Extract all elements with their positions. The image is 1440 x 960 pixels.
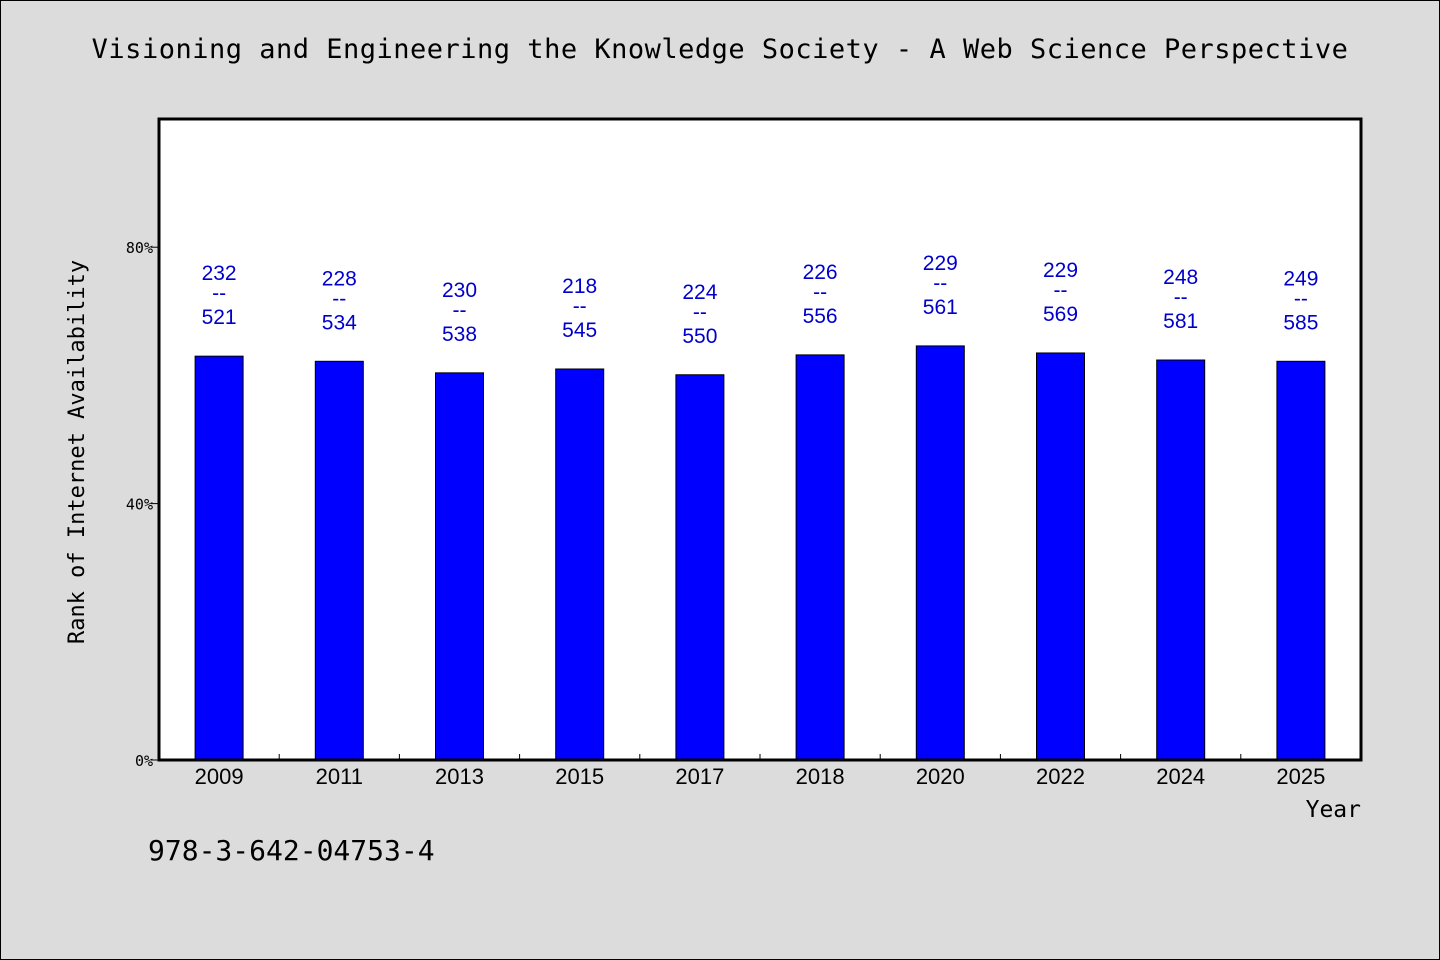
x-tick-label: 2009 (195, 764, 244, 789)
x-tick-label: 2020 (916, 764, 965, 789)
x-tick-label: 2013 (435, 764, 484, 789)
y-tick-label: 0% (135, 752, 153, 770)
bar-label-bottom: 556 (803, 305, 838, 328)
x-tick-label: 2024 (1156, 764, 1205, 789)
bar (1156, 359, 1206, 761)
x-tick-label: 2025 (1276, 764, 1325, 789)
x-tick-label: 2018 (796, 764, 845, 789)
bar-label-top: 230 (442, 279, 477, 302)
bar (915, 345, 965, 761)
bar-label-bottom: 561 (923, 296, 958, 319)
bar-label-top: 218 (562, 275, 597, 298)
bar-label-separator: -- (453, 299, 467, 322)
bar (1036, 352, 1085, 761)
bar (435, 372, 484, 761)
bar-label-separator: -- (573, 295, 587, 318)
x-tick-label: 2022 (1036, 764, 1085, 789)
x-tick-label: 2017 (675, 764, 724, 789)
bar-label-bottom: 581 (1163, 310, 1198, 333)
bar-label-separator: -- (332, 287, 346, 310)
x-tick-label: 2015 (555, 764, 604, 789)
bar-label-top: 248 (1163, 266, 1198, 289)
bar-label-top: 229 (1043, 259, 1078, 282)
bar (795, 354, 845, 761)
bar-label-top: 224 (682, 281, 717, 304)
bar-label-bottom: 585 (1283, 311, 1318, 334)
bar (555, 368, 605, 761)
y-axis-label: Rank of Internet Availability (65, 260, 90, 644)
bar-label-top: 226 (803, 261, 838, 284)
bar-label-separator: -- (813, 281, 827, 304)
bar-label-separator: -- (933, 272, 947, 295)
bar-label-bottom: 569 (1043, 303, 1078, 326)
bar-label-bottom: 534 (322, 311, 357, 334)
bar (194, 355, 244, 761)
bar-label-separator: -- (693, 301, 707, 324)
bar-label-bottom: 538 (442, 323, 477, 346)
plot-border (157, 117, 1363, 762)
y-tick-label: 40% (126, 496, 153, 514)
bar-label-top: 228 (322, 267, 357, 290)
bar-label-top: 229 (923, 252, 958, 275)
bar-label-bottom: 521 (202, 306, 237, 329)
isbn-text: 978-3-642-04753-4 (148, 834, 435, 867)
y-tick-label: 80% (126, 239, 153, 257)
chart-title: Visioning and Engineering the Knowledge … (91, 34, 1349, 65)
bar (675, 374, 725, 761)
bar-label-separator: -- (1294, 287, 1308, 310)
bar-label-separator: -- (1054, 279, 1068, 302)
x-tick-label: 2011 (316, 764, 363, 789)
bar-label-top: 232 (202, 262, 237, 285)
bar-label-bottom: 550 (682, 325, 717, 348)
x-axis-label: Year (1306, 797, 1361, 823)
bar-label-bottom: 545 (562, 319, 597, 342)
bar (1276, 360, 1326, 761)
bar-label-separator: -- (1174, 286, 1188, 309)
bar-label-separator: -- (212, 282, 226, 305)
bar-label-top: 249 (1283, 267, 1318, 290)
bar (314, 360, 364, 761)
